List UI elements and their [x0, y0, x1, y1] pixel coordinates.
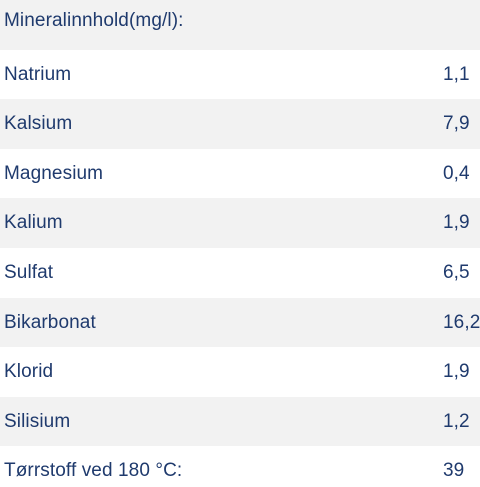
dry-residue-label: Tørrstoff ved 180 °C: [4, 460, 183, 482]
mineral-value: 7,9 [443, 113, 470, 135]
mineral-value: 6,5 [443, 261, 470, 283]
mineral-name: Natrium [4, 63, 72, 85]
table-row: Magnesium 0,4 [0, 148, 480, 199]
mineral-value: 16,2 [443, 311, 480, 333]
table-header-label: Mineralinnhold(mg/l): [4, 10, 184, 31]
mineral-value: 1,1 [443, 63, 470, 85]
mineral-name: Klorid [4, 361, 54, 383]
table-row: Sulfat 6,5 [0, 247, 480, 298]
dry-residue-value: 39 [443, 460, 465, 482]
table-row: Klorid 1,9 [0, 347, 480, 397]
table-footer-row: Tørrstoff ved 180 °C: 39 [0, 446, 480, 487]
mineral-name: Sulfat [4, 261, 54, 283]
mineral-name: Silisium [4, 410, 71, 432]
mineral-name: Kalium [4, 212, 63, 234]
mineral-value: 1,9 [443, 212, 470, 234]
mineral-name: Kalsium [4, 113, 73, 135]
mineral-name: Bikarbonat [4, 311, 96, 333]
mineral-value: 1,2 [443, 410, 470, 432]
table-row: Kalium 1,9 [0, 198, 480, 248]
table-row: Natrium 1,1 [0, 49, 480, 100]
mineral-value: 0,4 [443, 162, 470, 184]
table-row: Kalsium 7,9 [0, 99, 480, 149]
table-header-row: Mineralinnhold(mg/l): [0, 0, 480, 50]
table-row: Bikarbonat 16,2 [0, 297, 480, 348]
table-row: Silisium 1,2 [0, 396, 480, 447]
mineral-value: 1,9 [443, 361, 470, 383]
mineral-name: Magnesium [4, 162, 104, 184]
